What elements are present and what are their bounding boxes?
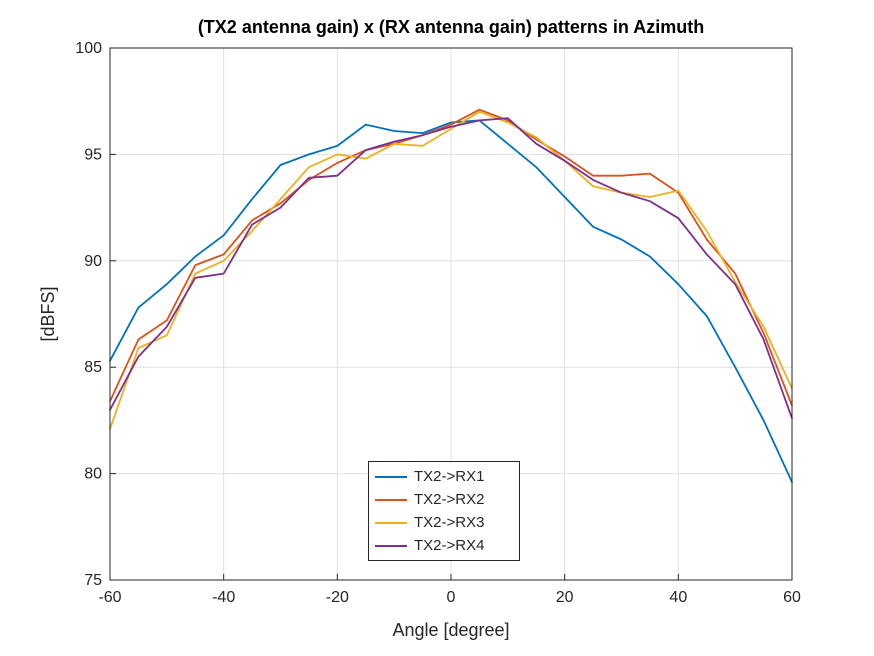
x-tick-label: -20 <box>326 589 349 606</box>
legend-item: TX2->RX2 <box>375 490 513 509</box>
legend-line-sample <box>375 521 407 524</box>
y-tick-label: 90 <box>84 253 102 270</box>
y-axis-label: [dBFS] <box>38 286 58 341</box>
legend-line-sample <box>375 544 407 547</box>
legend-line-sample <box>375 498 407 501</box>
legend-label: TX2->RX3 <box>414 514 485 531</box>
legend: TX2->RX1 TX2->RX2 TX2->RX3 TX2->RX4 <box>368 461 520 561</box>
y-tick-label: 85 <box>84 359 102 376</box>
y-tick-label: 100 <box>75 40 102 57</box>
chart-title: (TX2 antenna gain) x (RX antenna gain) p… <box>198 17 704 37</box>
y-tick-label: 80 <box>84 466 102 483</box>
series-layer <box>109 108 793 484</box>
series-line <box>109 110 793 430</box>
legend-label: TX2->RX4 <box>414 537 485 554</box>
legend-item: TX2->RX3 <box>375 513 513 532</box>
x-tick-label: -60 <box>98 589 121 606</box>
legend-line-sample <box>375 475 407 478</box>
x-tick-label: 40 <box>669 589 687 606</box>
series-line <box>109 119 793 484</box>
x-tick-label: -40 <box>212 589 235 606</box>
x-axis-label: Angle [degree] <box>392 620 509 640</box>
y-tick-label: 95 <box>84 146 102 163</box>
x-tick-label: 60 <box>783 589 801 606</box>
x-tick-label: 0 <box>447 589 456 606</box>
legend-item: TX2->RX1 <box>375 467 513 486</box>
x-tick-label: 20 <box>556 589 574 606</box>
legend-label: TX2->RX1 <box>414 468 485 485</box>
series-line <box>109 108 793 407</box>
tick-layer: -60 -40 -20 0 20 40 60 75 80 85 90 95 100 <box>75 40 801 606</box>
y-tick-label: 75 <box>84 572 102 589</box>
legend-label: TX2->RX2 <box>414 491 485 508</box>
series-line <box>109 117 793 420</box>
legend-item: TX2->RX4 <box>375 536 513 555</box>
